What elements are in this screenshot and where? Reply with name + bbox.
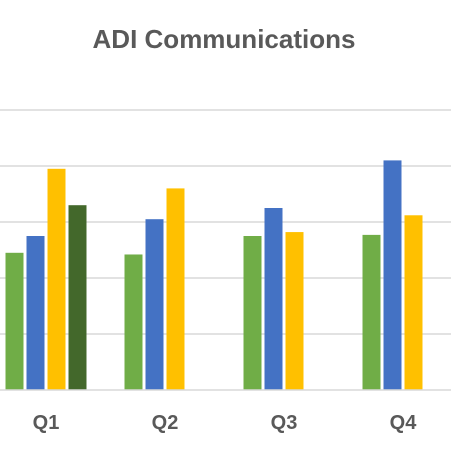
x-tick-label-q1: Q1: [33, 412, 60, 434]
chart-title: ADI Communications: [93, 24, 356, 54]
bar-q4-series-1: [362, 234, 381, 390]
bar-q2-series-1: [124, 254, 143, 390]
bar-q1-series-1: [5, 252, 24, 390]
bar-q3-series-1: [243, 236, 262, 390]
bar-q1-series-3: [47, 168, 66, 390]
bar-q1-series-4: [68, 205, 87, 390]
x-tick-label-q4: Q4: [390, 412, 418, 434]
x-tick-label-q3: Q3: [271, 412, 298, 434]
bar-q2-series-2: [145, 219, 164, 390]
bar-q4-series-3: [404, 215, 423, 390]
bar-q3-series-3: [285, 232, 304, 390]
bar-q2-series-3: [166, 188, 185, 390]
bar-q3-series-2: [264, 208, 283, 390]
bar-q1-series-2: [26, 236, 45, 390]
x-tick-label-q2: Q2: [152, 412, 179, 434]
x-axis-tick-labels: Q1 Q2 Q3 Q4: [33, 412, 418, 434]
bar-q4-series-2: [383, 160, 402, 390]
bars: [5, 160, 423, 390]
gridlines: [0, 109, 451, 335]
